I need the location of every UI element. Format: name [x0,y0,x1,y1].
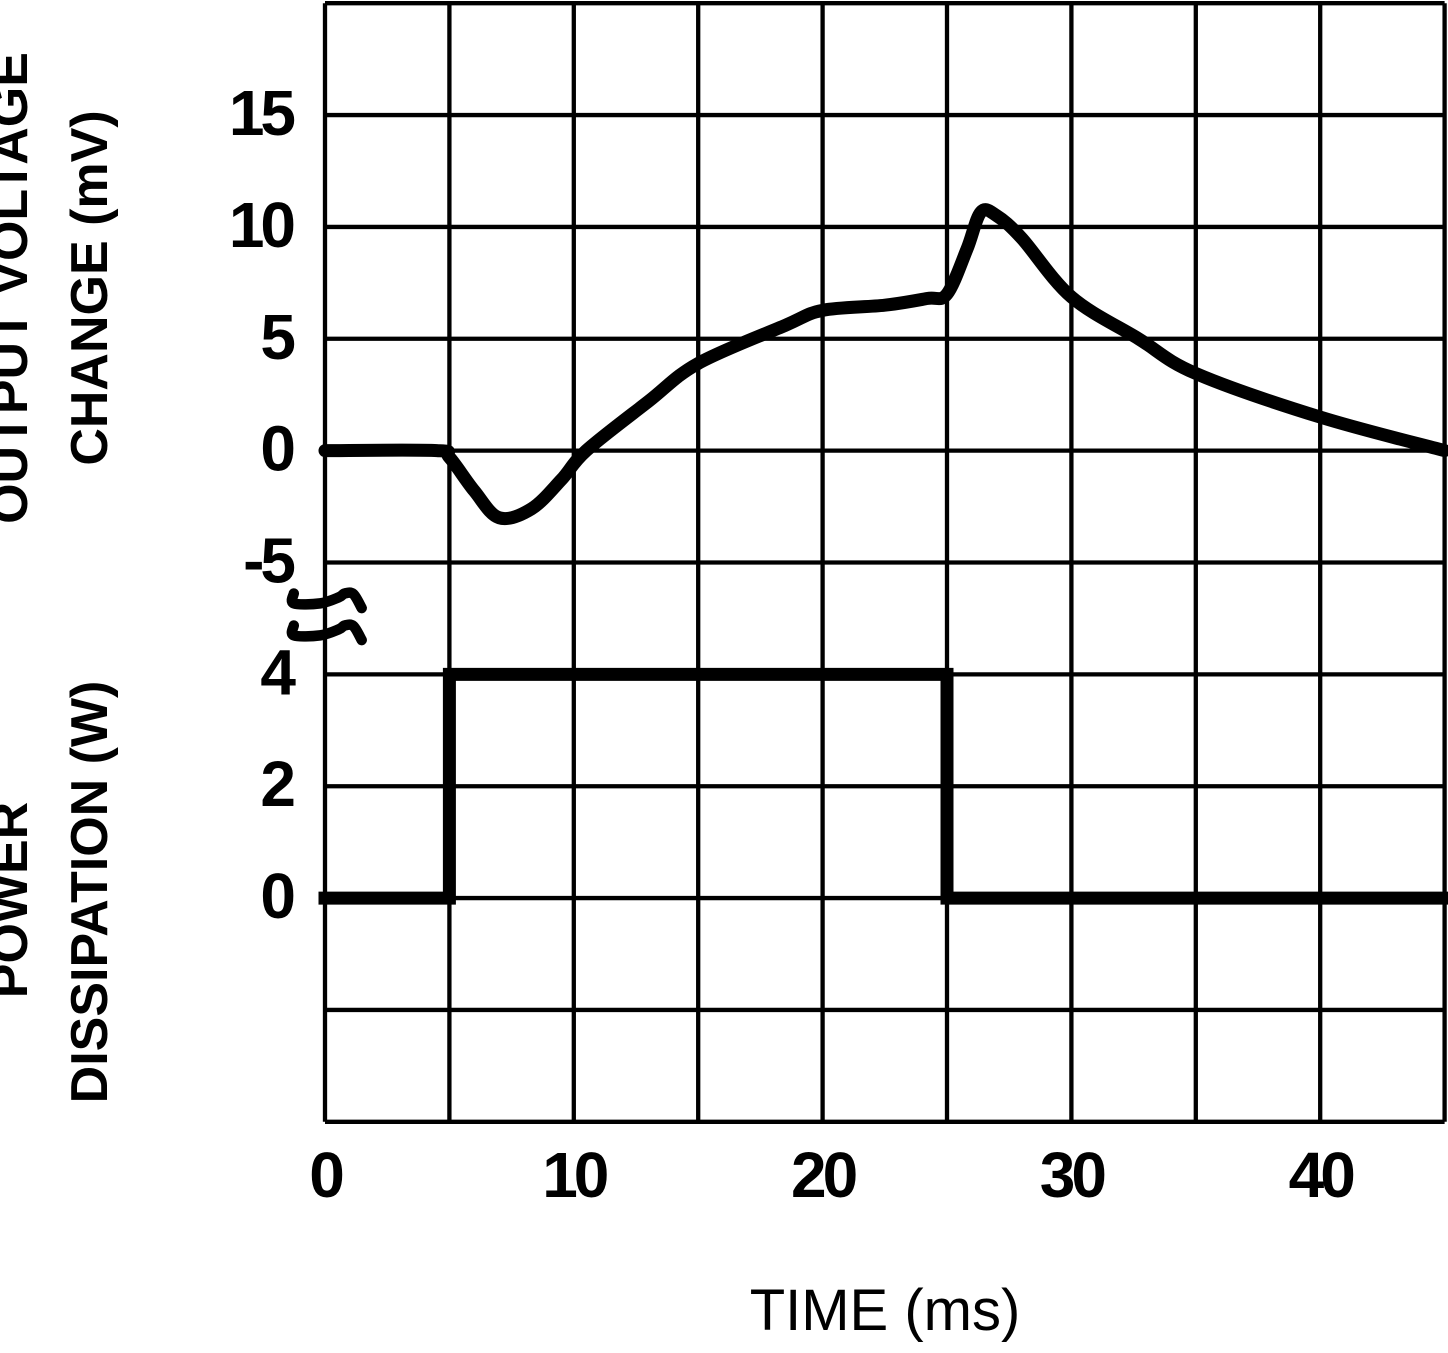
svg-text:20: 20 [791,1139,856,1211]
svg-text:15: 15 [229,77,295,149]
svg-text:30: 30 [1040,1139,1105,1211]
svg-text:4: 4 [260,636,296,708]
svg-text:OUTPUT VOLTAGE: OUTPUT VOLTAGE [0,52,39,524]
svg-text:-5: -5 [243,525,294,597]
svg-text:2: 2 [260,748,294,820]
svg-text:0: 0 [309,1139,342,1211]
svg-text:10: 10 [542,1139,607,1211]
svg-text:TIME (ms): TIME (ms) [750,1278,1021,1343]
svg-text:DISSIPATION (W): DISSIPATION (W) [61,681,119,1104]
svg-text:10: 10 [229,189,294,261]
svg-text:CHANGE (mV): CHANGE (mV) [61,110,119,465]
svg-text:5: 5 [260,301,294,373]
svg-text:0: 0 [260,860,293,932]
svg-text:40: 40 [1289,1139,1354,1211]
svg-text:POWER: POWER [0,802,39,998]
svg-text:0: 0 [260,413,293,485]
